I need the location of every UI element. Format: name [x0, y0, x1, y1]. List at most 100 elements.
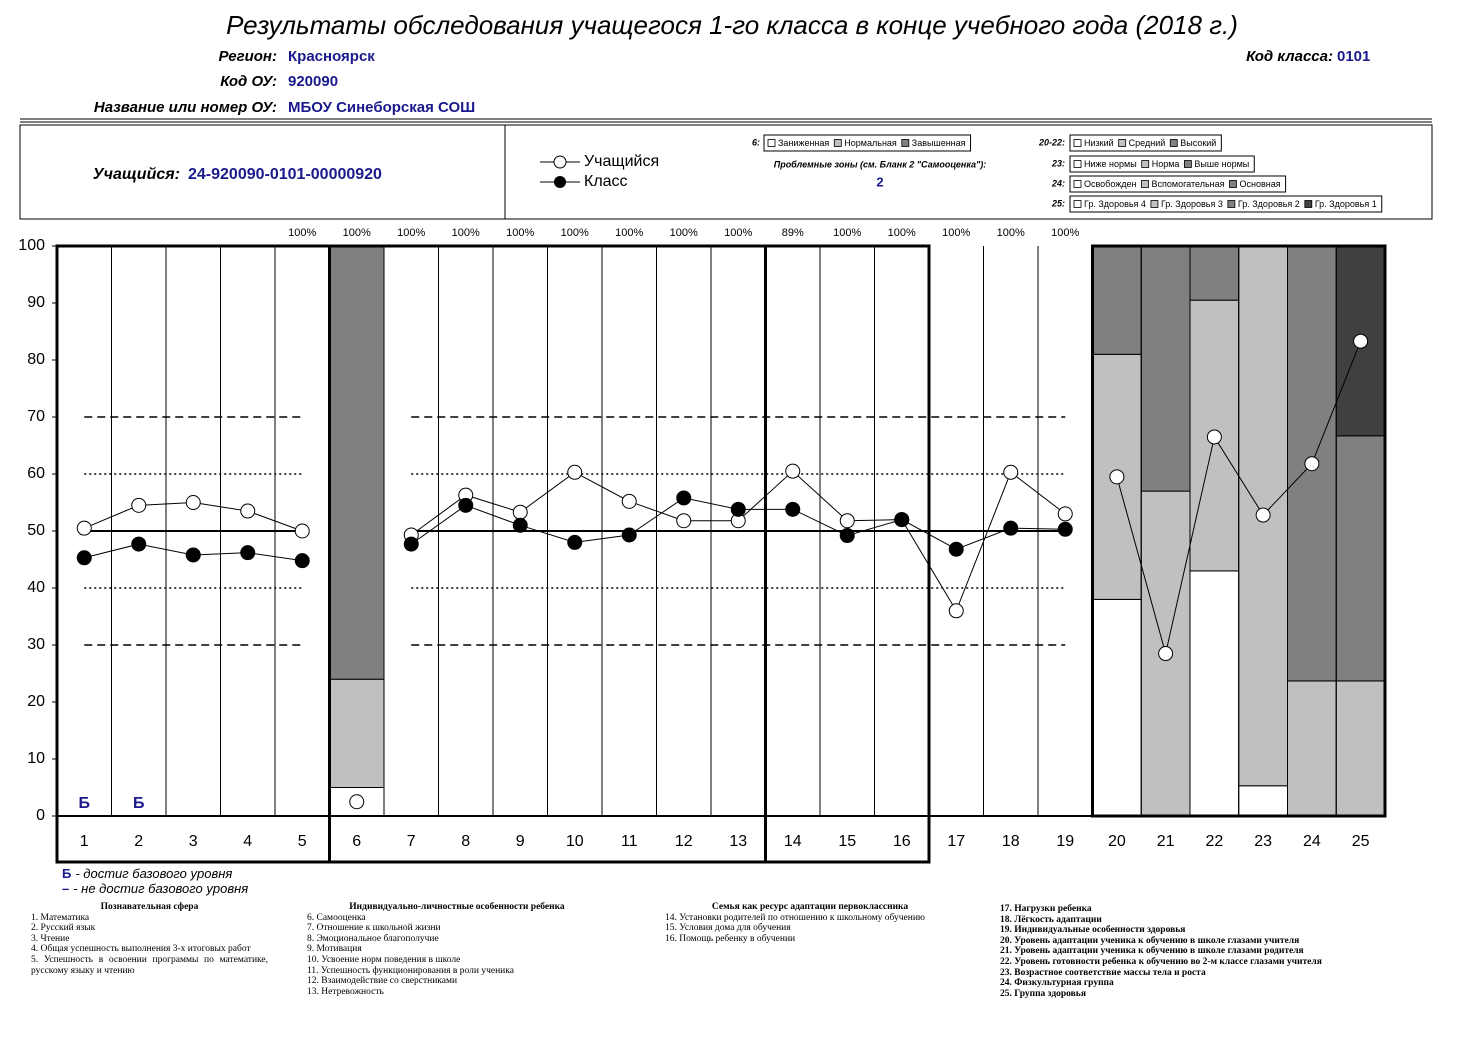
legend-swatch	[1073, 139, 1082, 147]
section-item: 19. Индивидуальные особенности здоровья	[1000, 925, 1186, 936]
legend-swatch	[901, 139, 910, 147]
legend-swatch	[1229, 180, 1237, 188]
series-line	[1116, 341, 1362, 654]
y-tick-label: 40	[27, 579, 45, 596]
point	[948, 541, 964, 557]
notes-section: 17. Нагрузки ребенка 18. Лёгкость адаптац…	[1000, 904, 1420, 999]
label: Код класса:	[1246, 48, 1333, 65]
section-frame	[764, 244, 931, 864]
student-id: 24-920090-0101-00000920	[188, 166, 382, 183]
legend-swatch	[1150, 200, 1159, 208]
y-tick-label: 0	[36, 807, 45, 824]
completion-label: 100%	[343, 227, 371, 239]
legend-swatch	[1304, 200, 1313, 208]
point	[1109, 469, 1125, 485]
value: МБОУ Синеборская СОШ	[288, 99, 475, 116]
legend-box	[763, 134, 972, 152]
completion-label: 100%	[615, 227, 643, 239]
value: 920090	[288, 73, 338, 90]
section-frame	[1091, 244, 1387, 818]
point	[294, 523, 310, 539]
x-tick-label: 5	[298, 833, 307, 850]
legend-item: Гр. Здоровья 1	[1315, 199, 1377, 209]
x-tick-label: 21	[1157, 833, 1175, 850]
legend-label: Класс	[584, 173, 628, 190]
legend-key: 6:	[752, 137, 760, 147]
completion-label: 100%	[997, 227, 1025, 239]
legend-swatch	[1118, 139, 1127, 147]
point	[1353, 333, 1369, 349]
legend-marker	[553, 155, 567, 169]
x-tick-label: 2	[134, 833, 143, 850]
point	[240, 545, 256, 561]
legend-item: Низкий	[1084, 138, 1114, 148]
point	[1158, 646, 1174, 662]
legend-label: Учащийся	[584, 153, 659, 170]
x-tick-label: 7	[407, 833, 416, 850]
point	[1255, 507, 1271, 523]
legend-item: Норма	[1152, 159, 1180, 169]
legend-item: Ниже нормы	[1084, 159, 1137, 169]
section-item: 6. Самооценка	[307, 912, 366, 923]
completion-label: 100%	[397, 227, 425, 239]
section-item: 23. Возрастное соответствие массы тела и…	[1000, 967, 1206, 978]
legend-swatch	[1073, 160, 1082, 168]
section-item: 25. Группа здоровья	[1000, 988, 1086, 999]
problem-zones-value: 2	[876, 174, 883, 189]
title: Результаты обследования учащегося 1-го к…	[226, 10, 1238, 40]
point	[458, 497, 474, 513]
y-tick-label: 100	[18, 237, 45, 254]
legend-box	[1069, 134, 1222, 152]
legend-item: Нормальная	[844, 138, 897, 148]
y-tick-label: 30	[27, 636, 45, 653]
x-tick-label: 10	[566, 833, 584, 850]
section-item: 3. Чтение	[31, 933, 70, 944]
legend-item: Высокий	[1180, 138, 1216, 148]
completion-label: 100%	[506, 227, 534, 239]
base-legend-row: – - не достиг базового уровня	[62, 881, 248, 896]
base-legend-row: Б- достиг базового уровня	[62, 866, 232, 881]
legend-item: Завышенная	[912, 138, 966, 148]
point	[1003, 520, 1019, 536]
base-legend-symbol: –	[62, 881, 70, 896]
point	[512, 517, 528, 533]
section-item: 2. Русский язык	[31, 923, 96, 934]
legend-swatch	[767, 139, 776, 147]
legend-swatch	[1141, 180, 1149, 188]
notes-section: Семья как ресурс адаптации первоклассник…	[665, 902, 955, 944]
point	[349, 794, 365, 810]
stack-segment	[1335, 680, 1386, 817]
legend-item: Гр. Здоровья 3	[1161, 199, 1223, 209]
x-tick-label: 19	[1056, 833, 1074, 850]
legend-item: Основная	[1239, 179, 1280, 189]
legend-box	[1069, 195, 1383, 213]
stack-segment	[1287, 680, 1337, 817]
legend-item: Вспомогательная	[1152, 179, 1225, 189]
section-item: 5. Успешность в освоении программы по ма…	[31, 954, 268, 976]
point	[1057, 506, 1073, 522]
info-box	[19, 124, 1433, 220]
legend-box	[1069, 175, 1287, 193]
x-tick-label: 22	[1205, 833, 1223, 850]
point	[403, 536, 419, 552]
section-item: 21. Уровень адаптации ученика к обучению…	[1000, 946, 1304, 957]
legend-key: 24:	[1051, 178, 1065, 188]
x-tick-label: 9	[516, 833, 525, 850]
legend-key: 25:	[1051, 198, 1065, 208]
stack-segment	[329, 245, 385, 680]
point	[730, 501, 746, 517]
section-item: 1. Математика	[31, 912, 90, 923]
base-legend-text: - не достиг базового уровня	[73, 881, 249, 896]
legend-item: Средний	[1129, 138, 1166, 148]
point	[1003, 464, 1019, 480]
section-item: 8. Эмоциональное благополучие	[307, 933, 439, 944]
header-info: Регион: Красноярск Код ОУ: 920090 Назван…	[94, 48, 1370, 116]
legend-item: Освобожден	[1084, 179, 1137, 189]
section-title: Познавательная сфера	[100, 902, 199, 912]
stack-segment	[1092, 245, 1142, 355]
completion-label: 89%	[782, 227, 804, 239]
y-tick-label: 10	[27, 750, 45, 767]
section-item: 17. Нагрузки ребенка	[1000, 904, 1092, 914]
legend-item: Гр. Здоровья 2	[1238, 199, 1300, 209]
